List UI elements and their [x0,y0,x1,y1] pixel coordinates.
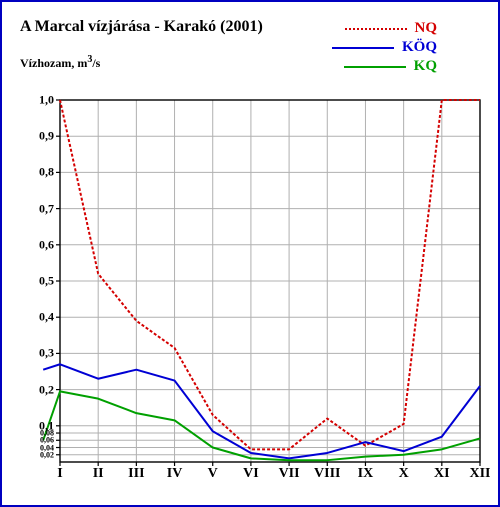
legend-label: KÖQ [402,39,437,56]
x-tick-label: IX [358,466,374,482]
plot-area: IIIIIIIVVVIVIIVIIIIXXXIXII 0,10,20,30,40… [60,100,480,462]
y-tick-label: 0,4 [39,310,54,325]
y-axis-label: Vízhozam, m3/s [20,54,100,71]
legend-item: KQ [332,58,437,75]
x-tick-label: VI [243,466,259,482]
legend: NQ KÖQ KQ [332,20,437,77]
y-tick-label: 0,9 [39,129,54,144]
x-tick-label: XI [434,466,450,482]
legend-item: KÖQ [332,39,437,56]
y-tick-label: 0,2 [39,382,54,397]
y-ticks: 0,10,20,30,40,50,60,70,80,91,00,020,040,… [12,100,60,462]
y-tick-label: 0,6 [39,237,54,252]
chart-frame: A Marcal vízjárása - Karakó (2001) Vízho… [0,0,500,507]
x-tick-label: VII [279,466,300,482]
x-tick-label: III [128,466,144,482]
y-tick-label: 0,5 [39,274,54,289]
plot-svg [60,100,480,462]
x-tick-label: V [208,466,218,482]
x-tick-label: IV [167,466,183,482]
x-tick-label: XII [469,466,490,482]
x-tick-label: II [93,466,104,482]
legend-swatch [344,66,406,68]
y-tick-label: 0,3 [39,346,54,361]
legend-swatch [332,47,394,49]
series-KÖQ [43,364,480,458]
y-tick-label: 0,8 [39,165,54,180]
y-tick-label-minor: 0,08 [40,429,54,438]
legend-swatch [345,28,407,30]
x-tick-label: VIII [314,466,340,482]
x-ticks: IIIIIIIVVVIVIIVIIIIXXXIXII [60,462,480,484]
legend-label: NQ [415,20,438,37]
tick-marks [56,100,480,466]
x-tick-label: X [399,466,409,482]
series-NQ [60,100,480,449]
x-tick-label: I [57,466,62,482]
chart-title: A Marcal vízjárása - Karakó (2001) [20,18,263,36]
legend-item: NQ [332,20,437,37]
y-tick-label: 1,0 [39,93,54,108]
y-tick-label: 0,7 [39,201,54,216]
legend-label: KQ [414,58,437,75]
